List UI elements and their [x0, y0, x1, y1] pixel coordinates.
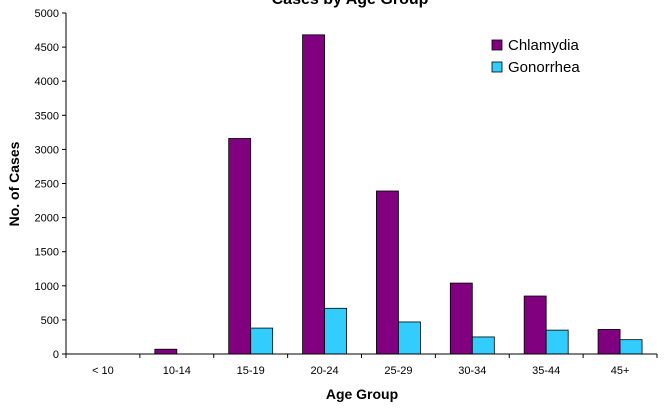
bar-gonorrhea-2529	[398, 321, 421, 355]
y-tick-label: 4000	[35, 76, 59, 88]
bar-chlamydia-2024	[302, 34, 325, 355]
x-tick-label: 45+	[611, 365, 630, 377]
bar-gonorrhea-3544	[545, 329, 569, 355]
y-tick-label: 3500	[35, 110, 59, 122]
bar-gonorrhea-2024	[324, 307, 347, 355]
legend: Chlamydia Gonorrhea	[491, 37, 580, 76]
x-tick-label: 20-24	[310, 365, 338, 377]
bar-gonorrhea-1519	[250, 327, 274, 355]
bar-gonorrhea-45	[619, 339, 643, 355]
x-tick-label: 30-34	[458, 365, 486, 377]
plot-area	[154, 34, 643, 355]
y-tick-label: 1500	[35, 247, 59, 259]
bar-chlamydia-1519	[228, 138, 252, 355]
bar-chlamydia-1014	[154, 348, 178, 355]
x-axis-ticks: < 10 10-14 15-19 20-24 25-29 30-34 35-44 45+	[65, 354, 658, 377]
y-tick-label: 3000	[35, 144, 59, 156]
y-axis-title: No. of Cases	[6, 141, 22, 226]
y-tick-label: 500	[41, 315, 59, 327]
y-tick-label: 5000	[35, 8, 59, 20]
legend-label-chlamydia: Chlamydia	[508, 37, 580, 54]
y-axis-ticks: 0 500 1000 1500 2000 2500 3000 3500 4000 4500 5000	[35, 8, 66, 361]
legend-swatch-chlamydia	[491, 39, 503, 51]
x-tick-label: 15-19	[237, 365, 265, 377]
x-tick-label: 10-14	[163, 365, 191, 377]
y-tick-label: 0	[53, 349, 59, 361]
bar-gonorrhea-3034	[471, 336, 495, 355]
x-tick-label: < 10	[92, 365, 114, 377]
bar-chlamydia-45	[597, 329, 621, 355]
x-tick-label: 25-29	[384, 365, 412, 377]
chart-title: Cases by Age Group	[272, 0, 429, 8]
bar-chlamydia-3544	[523, 295, 547, 355]
y-tick-label: 1000	[35, 281, 59, 293]
legend-swatch-gonorrhea	[491, 61, 503, 73]
y-tick-label: 2500	[35, 179, 59, 191]
y-tick-label: 2000	[35, 213, 59, 225]
bar-chlamydia-2529	[376, 190, 399, 355]
x-axis-title: Age Group	[326, 386, 398, 402]
bar-chlamydia-3034	[449, 282, 473, 355]
x-tick-label: 35-44	[532, 365, 560, 377]
y-tick-label: 4500	[35, 42, 59, 54]
legend-label-gonorrhea: Gonorrhea	[508, 59, 580, 76]
